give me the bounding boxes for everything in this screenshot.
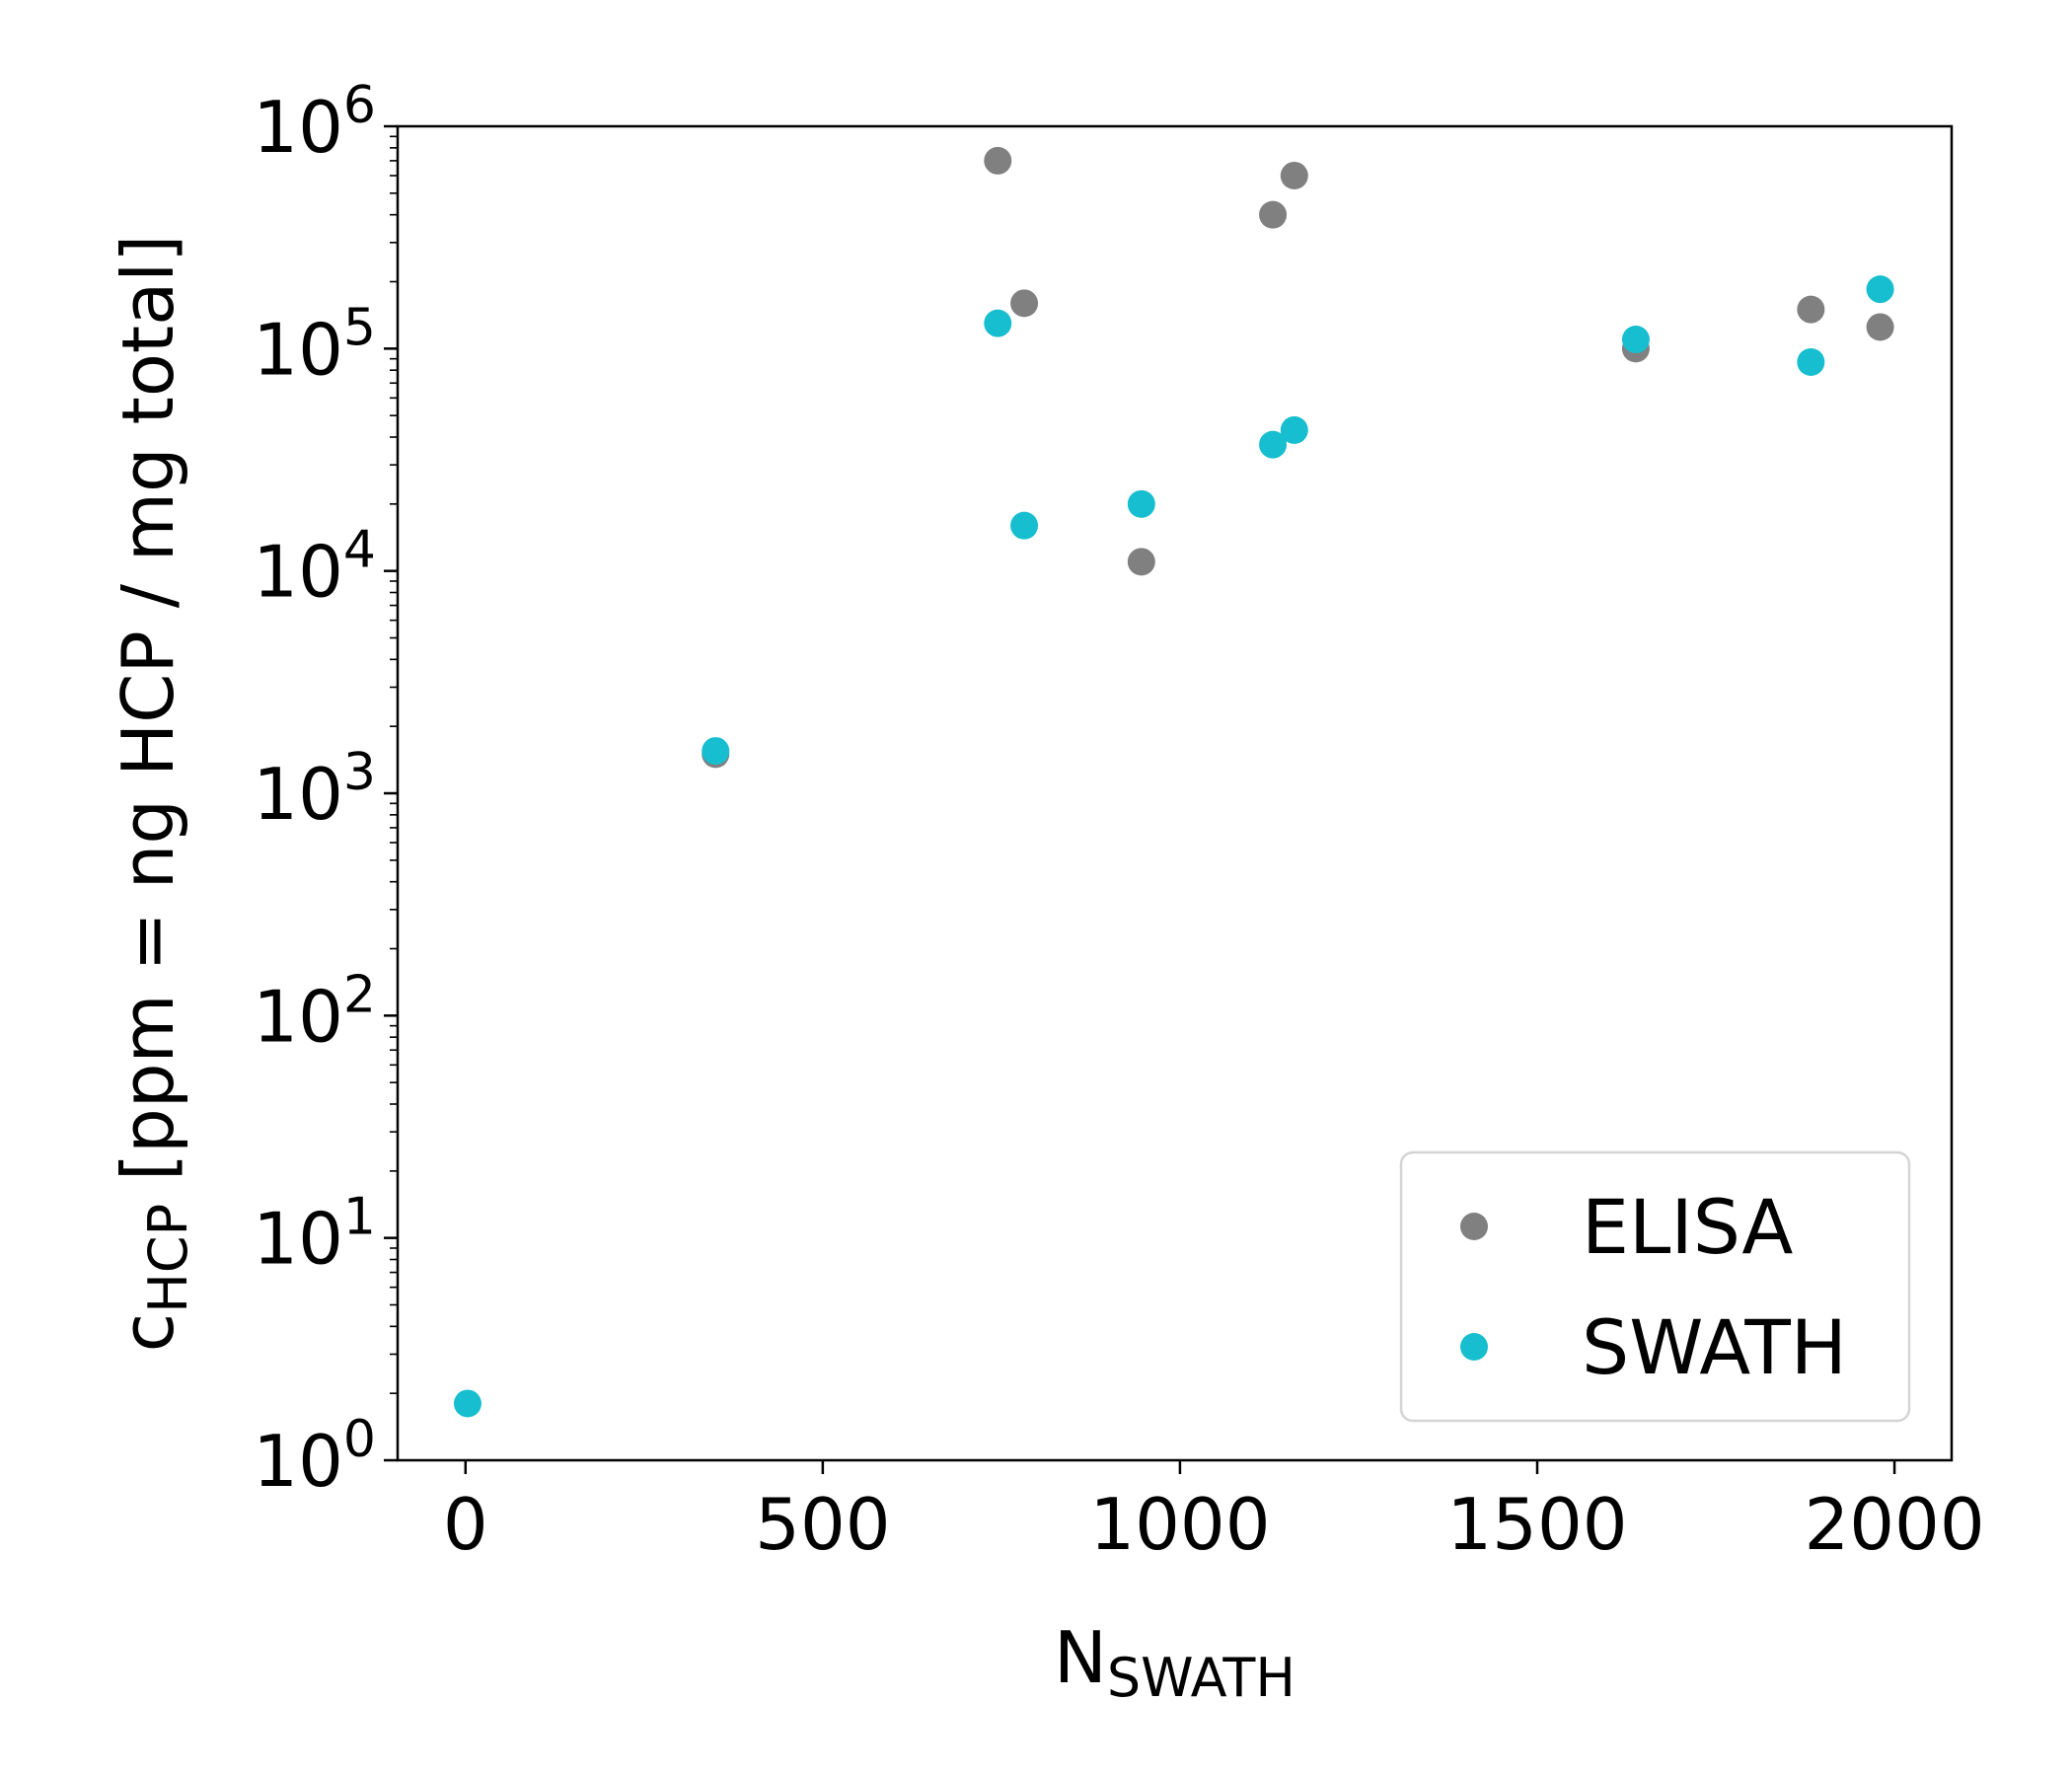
data-point-swath xyxy=(1280,415,1308,444)
data-point-swath xyxy=(1797,347,1825,376)
legend-marker-elisa xyxy=(1460,1213,1488,1240)
y-axis-label-rest: [ppm = ng HCP / mg total] xyxy=(107,235,189,1204)
y-tick-base: 10 xyxy=(253,86,343,169)
y-tick-label: 100 xyxy=(253,1410,376,1503)
x-axis-label: NSWATH xyxy=(1054,1616,1295,1709)
x-tick-label: 0 xyxy=(443,1483,488,1566)
data-point-elisa xyxy=(1280,161,1308,189)
series-elisa xyxy=(702,146,1894,769)
legend-label-elisa: ELISA xyxy=(1582,1183,1793,1271)
y-tick-base: 10 xyxy=(253,753,343,836)
data-point-elisa xyxy=(984,146,1012,175)
data-point-swath xyxy=(453,1389,481,1418)
y-tick-base: 10 xyxy=(253,308,343,391)
legend-label-swath: SWATH xyxy=(1582,1303,1847,1391)
y-tick-label: 106 xyxy=(253,76,376,169)
y-tick-base: 10 xyxy=(253,1198,343,1281)
x-axis-label-subscript: SWATH xyxy=(1107,1647,1295,1709)
x-tick-label: 1000 xyxy=(1089,1483,1270,1566)
y-axis-label-subscript: HCP xyxy=(137,1204,199,1313)
y-axis-label: cHCP [ppm = ng HCP / mg total] xyxy=(107,235,199,1353)
y-tick-base: 10 xyxy=(253,531,343,614)
data-point-swath xyxy=(1259,430,1288,459)
y-tick-exponent: 2 xyxy=(343,965,376,1024)
x-axis-label-main: N xyxy=(1054,1616,1107,1699)
x-axis: 0 500 1000 1500 2000 xyxy=(443,1460,1985,1566)
legend: ELISA SWATH xyxy=(1399,1150,1911,1423)
y-tick-base: 10 xyxy=(253,975,343,1058)
legend-box xyxy=(1399,1150,1911,1423)
y-tick-base: 10 xyxy=(253,1420,343,1503)
data-point-swath xyxy=(984,309,1012,337)
plot-area xyxy=(453,146,1894,1418)
y-tick-exponent: 5 xyxy=(343,298,376,357)
data-point-elisa xyxy=(1797,295,1825,324)
y-tick-label: 104 xyxy=(253,521,376,614)
x-tick-label: 2000 xyxy=(1804,1483,1984,1566)
data-point-swath xyxy=(1621,326,1650,354)
y-tick-exponent: 3 xyxy=(343,743,376,802)
y-tick-label: 105 xyxy=(253,298,376,391)
y-tick-label: 103 xyxy=(253,743,376,836)
data-point-swath xyxy=(1010,511,1039,540)
data-point-swath xyxy=(1127,489,1155,518)
y-axis-label-main: c xyxy=(107,1313,189,1353)
x-tick-label: 1500 xyxy=(1446,1483,1627,1566)
plot-frame xyxy=(396,124,1954,1462)
data-point-swath xyxy=(1866,275,1894,304)
legend-marker-swath xyxy=(1460,1333,1488,1361)
y-tick-exponent: 6 xyxy=(343,76,376,135)
series-swath xyxy=(453,275,1894,1418)
y-tick-label: 101 xyxy=(253,1188,376,1281)
data-point-elisa xyxy=(1010,289,1039,318)
data-point-elisa xyxy=(1127,548,1155,576)
y-tick-exponent: 0 xyxy=(343,1410,376,1469)
data-point-elisa xyxy=(1866,313,1894,341)
y-tick-exponent: 4 xyxy=(343,521,376,580)
y-tick-label: 102 xyxy=(253,965,376,1058)
data-point-elisa xyxy=(1259,200,1288,229)
data-point-swath xyxy=(702,737,730,766)
x-tick-label: 500 xyxy=(755,1483,890,1566)
y-tick-exponent: 1 xyxy=(343,1188,376,1247)
